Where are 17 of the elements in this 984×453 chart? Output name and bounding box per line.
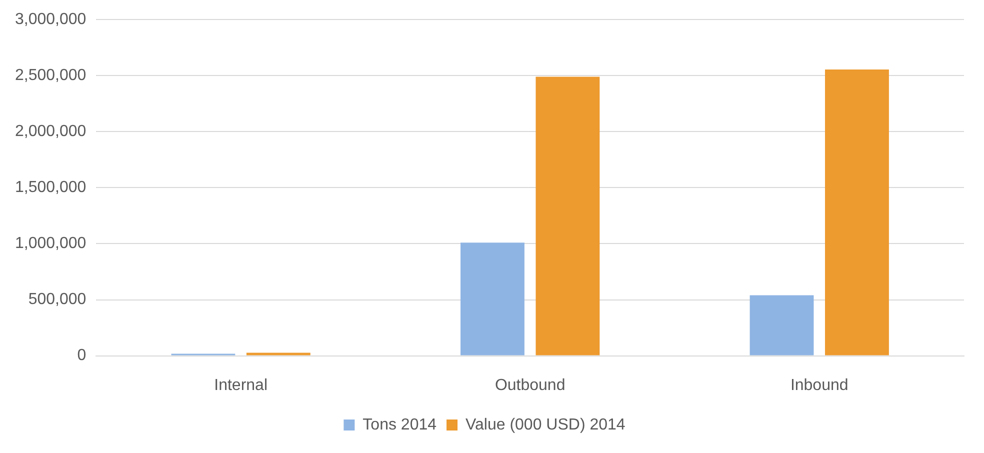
x-tick-label: Outbound	[494, 376, 566, 394]
y-tick-label: 2,500,000	[14, 67, 86, 84]
bar	[536, 76, 600, 356]
bar	[460, 242, 524, 356]
legend-label: Value (000 USD) 2014	[466, 416, 626, 434]
y-tick-label: 3,000,000	[14, 11, 86, 28]
bar	[825, 69, 889, 356]
y-tick-label: 1,000,000	[14, 235, 86, 252]
y-tick-label: 0	[77, 347, 86, 364]
x-tick-label: Inbound	[790, 376, 848, 394]
bar	[750, 295, 814, 356]
y-tick-label: 500,000	[28, 291, 86, 308]
bar	[246, 352, 310, 356]
x-tick-label: Internal	[214, 376, 268, 394]
y-tick-label: 1,500,000	[14, 179, 86, 196]
legend-label: Tons 2014	[362, 416, 437, 434]
y-tick-label: 2,000,000	[14, 123, 86, 140]
